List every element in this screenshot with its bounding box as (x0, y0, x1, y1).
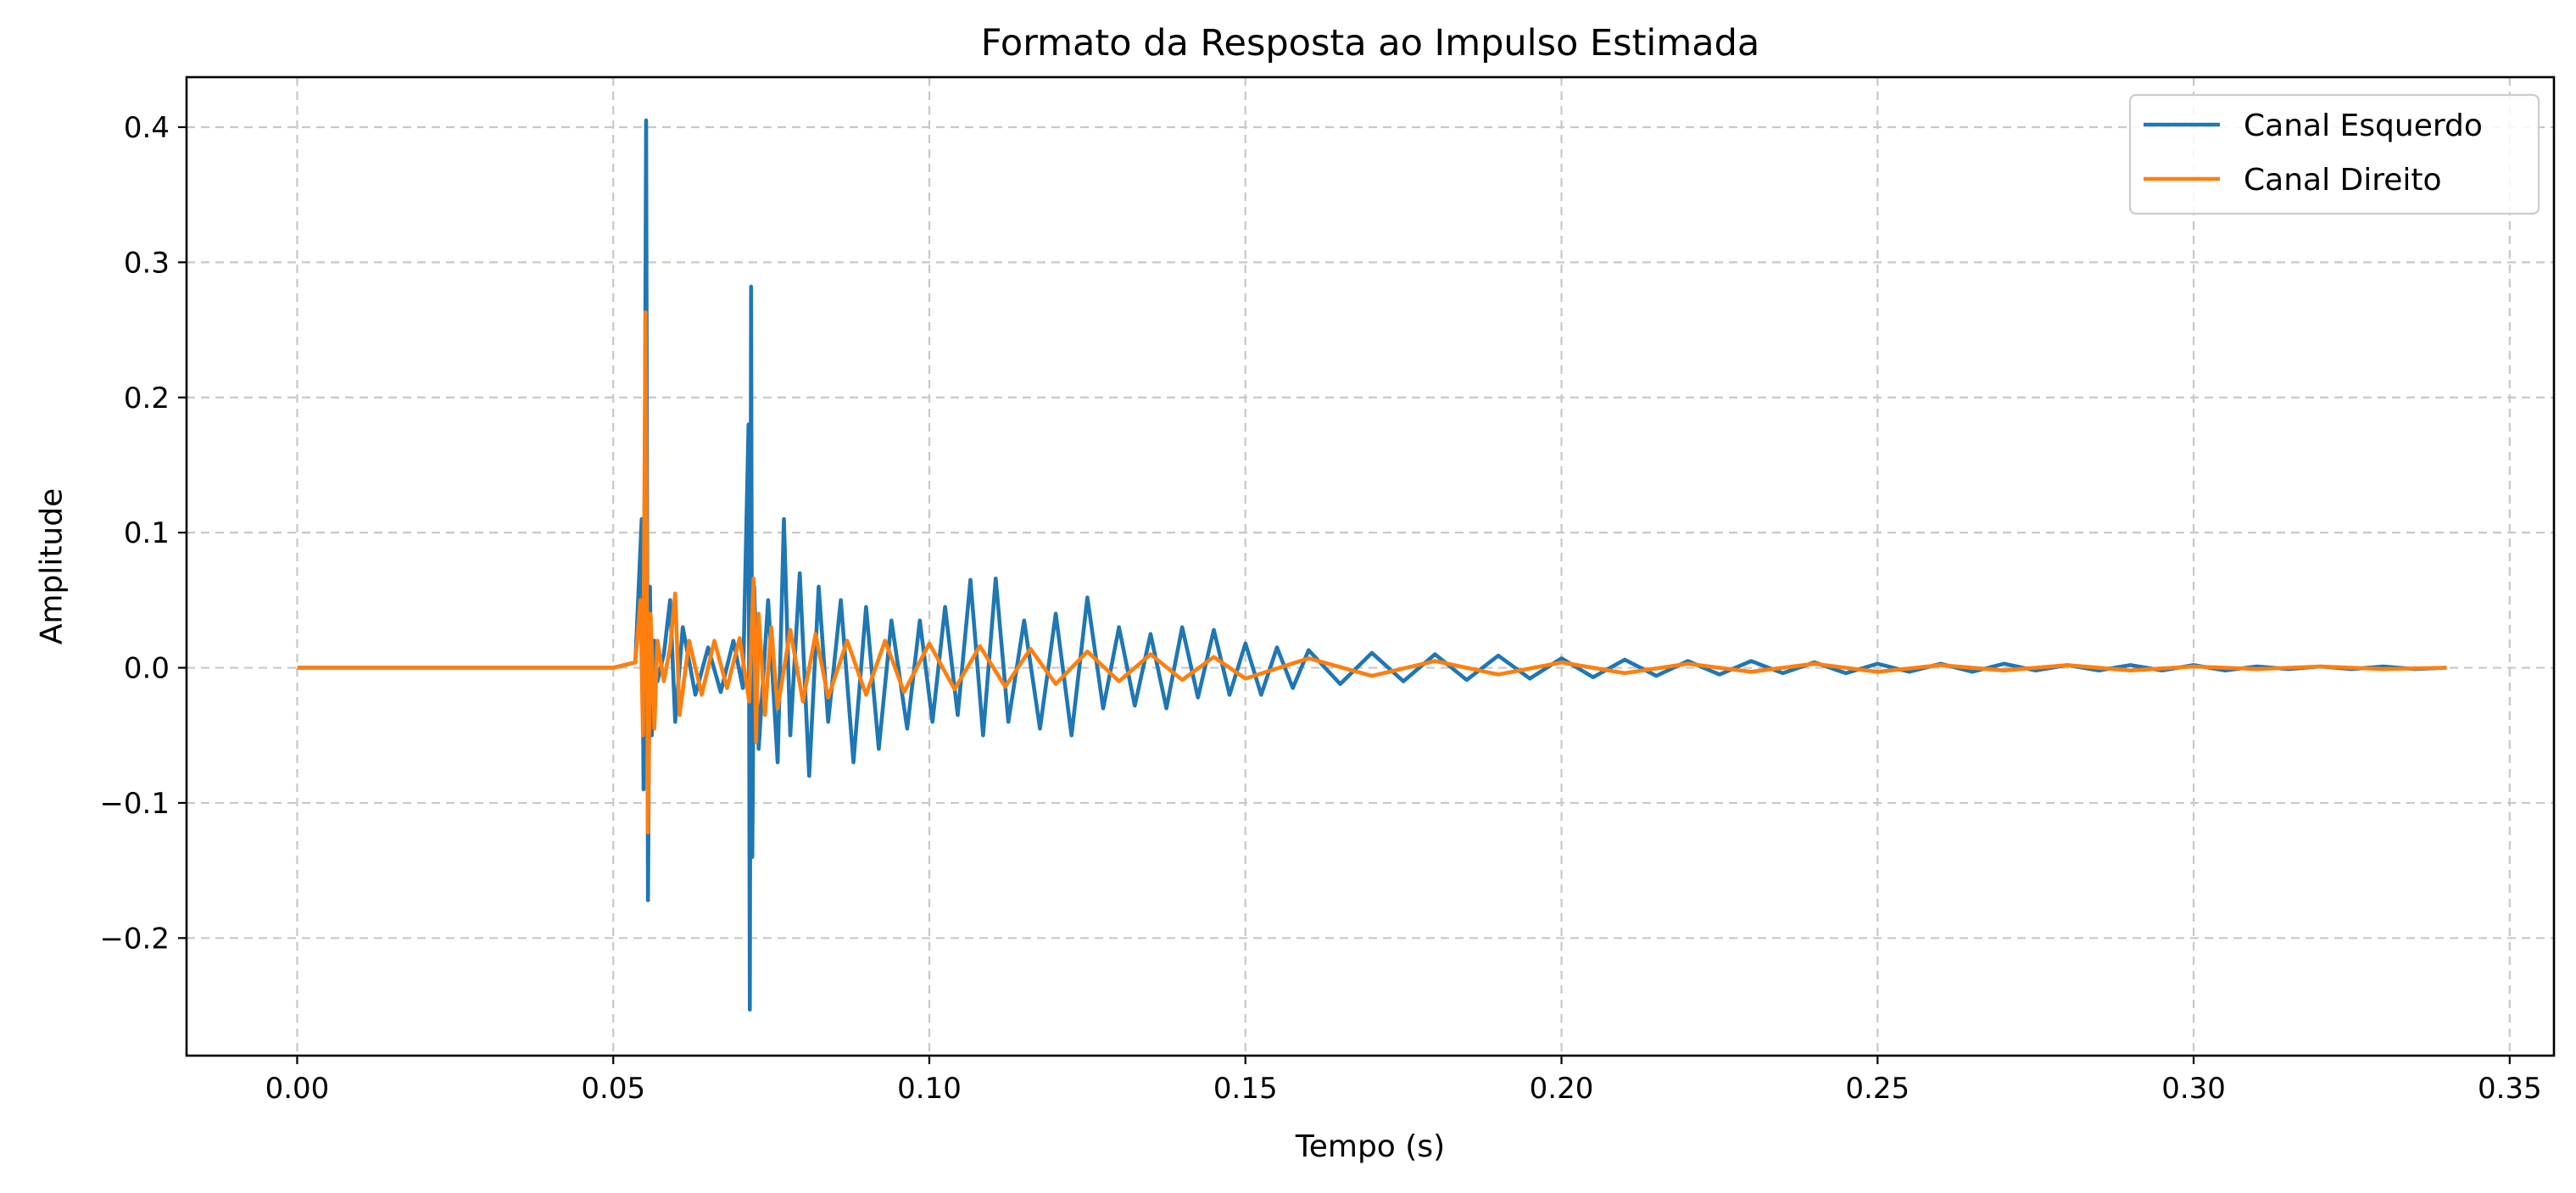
legend: Canal Esquerdo Canal Direito (2128, 93, 2540, 215)
grid (187, 77, 2554, 1056)
axis-ticks: 0.00 0.05 0.10 0.15 0.20 0.25 0.30 0.35 0.4 0.3 0.… (99, 111, 2541, 1106)
y-axis-label: Amplitude (35, 488, 70, 644)
series-line-canal-direito (297, 309, 2447, 835)
x-tick-label: 0.20 (1530, 1072, 1594, 1106)
x-tick-label: 0.10 (897, 1072, 962, 1106)
y-tick-label: −0.2 (99, 922, 170, 956)
legend-box (2128, 93, 2540, 215)
y-tick-label: 0.3 (124, 246, 170, 280)
series-line-canal-esquerdo (297, 118, 2447, 1012)
y-tick-label: 0.4 (124, 111, 170, 145)
y-tick-label: −0.1 (99, 787, 170, 821)
y-tick-label: 0.0 (124, 652, 170, 686)
legend-label-canal-direito: Canal Direito (2244, 163, 2442, 198)
x-tick-label: 0.30 (2161, 1072, 2226, 1106)
x-tick-label: 0.35 (2478, 1072, 2542, 1106)
x-tick-label: 0.05 (581, 1072, 645, 1106)
plot-area-frame (185, 75, 2556, 1057)
x-tick-label: 0.00 (265, 1072, 330, 1106)
x-axis-label: Tempo (s) (1295, 1129, 1445, 1164)
chart-title: Formato da Resposta ao Impulso Estimada (981, 22, 1760, 64)
x-tick-label: 0.15 (1213, 1072, 1278, 1106)
y-tick-label: 0.1 (124, 516, 170, 550)
y-tick-label: 0.2 (124, 382, 170, 415)
series-lines (297, 118, 2447, 1012)
x-tick-label: 0.25 (1845, 1072, 1910, 1106)
legend-label-canal-esquerdo: Canal Esquerdo (2244, 109, 2483, 143)
